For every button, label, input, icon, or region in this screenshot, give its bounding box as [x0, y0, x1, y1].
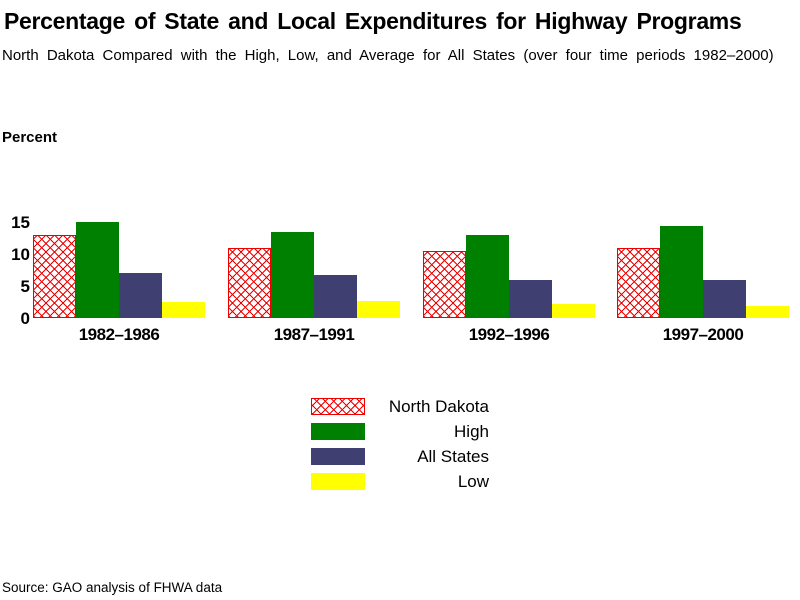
bar-north-dakota-1987-1991 [228, 248, 271, 318]
chart-title: Percentage of State and Local Expenditur… [4, 8, 742, 34]
bar-low-1982-1986 [162, 302, 205, 318]
x-tick-label-1997-2000: 1997–2000 [662, 325, 744, 344]
bar-low-1987-1991 [357, 301, 400, 318]
y-tick-label-10: 10 [11, 245, 30, 264]
bar-north-dakota-1982-1986 [33, 235, 76, 318]
y-axis-label: Percent [2, 129, 58, 146]
legend-label-north-dakota: North Dakota [388, 397, 489, 416]
y-tick-label-15: 15 [11, 213, 30, 232]
bar-all-states-1992-1996 [509, 280, 552, 318]
bar-north-dakota-1992-1996 [423, 251, 466, 318]
bar-high-1992-1996 [466, 235, 509, 318]
bar-high-1987-1991 [271, 232, 314, 318]
legend-label-low: Low [457, 472, 489, 491]
bar-all-states-1987-1991 [314, 275, 357, 318]
chart-subtitle: North Dakota Compared with the High, Low… [2, 47, 774, 64]
plot-area: 0 5 10 15 1982–1986 1987–1991 1992–1996 1997–20… [11, 213, 789, 344]
legend-swatch-high [311, 423, 365, 440]
legend-swatch-all-states [311, 448, 365, 465]
legend-label-high: High [454, 422, 489, 441]
bar-low-1992-1996 [552, 304, 595, 318]
x-tick-label-1982-1986: 1982–1986 [78, 325, 160, 344]
bar-low-1997-2000 [746, 306, 789, 318]
y-tick-label-5: 5 [20, 277, 30, 296]
source-note: Source: GAO analysis of FHWA data [2, 580, 223, 595]
y-tick-label-0: 0 [20, 309, 30, 328]
legend-swatch-north-dakota [311, 398, 365, 415]
bar-high-1997-2000 [660, 226, 703, 318]
x-tick-label-1992-1996: 1992–1996 [468, 325, 550, 344]
legend-swatch-low [311, 473, 365, 490]
bar-high-1982-1986 [76, 222, 119, 318]
bar-all-states-1982-1986 [119, 273, 162, 318]
bar-all-states-1997-2000 [703, 280, 746, 318]
bar-north-dakota-1997-2000 [617, 248, 660, 318]
x-tick-label-1987-1991: 1987–1991 [273, 325, 355, 344]
legend-label-all-states: All States [417, 447, 489, 466]
